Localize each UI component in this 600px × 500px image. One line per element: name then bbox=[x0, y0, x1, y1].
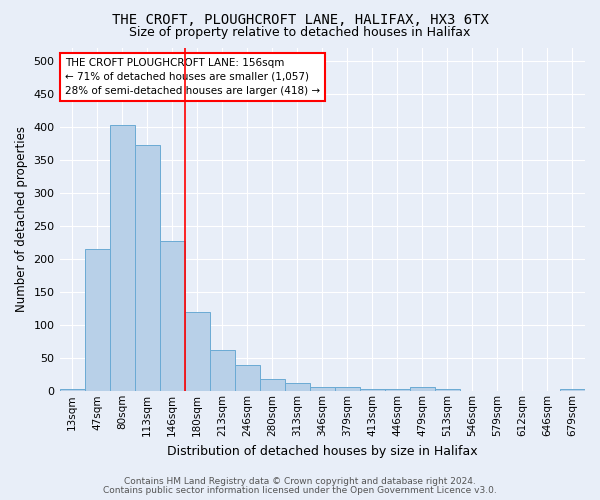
Bar bbox=[160, 240, 185, 392]
Bar bbox=[285, 382, 310, 392]
Bar bbox=[134, 144, 160, 392]
Text: Contains public sector information licensed under the Open Government Licence v3: Contains public sector information licen… bbox=[103, 486, 497, 495]
Bar bbox=[360, 388, 385, 392]
Bar bbox=[85, 249, 110, 392]
Text: Contains HM Land Registry data © Crown copyright and database right 2024.: Contains HM Land Registry data © Crown c… bbox=[124, 477, 476, 486]
Bar bbox=[385, 388, 410, 392]
Text: THE CROFT, PLOUGHCROFT LANE, HALIFAX, HX3 6TX: THE CROFT, PLOUGHCROFT LANE, HALIFAX, HX… bbox=[112, 12, 488, 26]
Text: THE CROFT PLOUGHCROFT LANE: 156sqm
← 71% of detached houses are smaller (1,057)
: THE CROFT PLOUGHCROFT LANE: 156sqm ← 71%… bbox=[65, 58, 320, 96]
Bar bbox=[560, 390, 585, 392]
Bar bbox=[59, 390, 85, 392]
Bar bbox=[235, 365, 260, 392]
Bar bbox=[260, 380, 285, 392]
Bar bbox=[310, 386, 335, 392]
Bar bbox=[435, 388, 460, 392]
Text: Size of property relative to detached houses in Halifax: Size of property relative to detached ho… bbox=[130, 26, 470, 39]
Bar bbox=[185, 312, 209, 392]
Bar bbox=[535, 390, 560, 392]
Bar bbox=[460, 390, 485, 392]
Bar bbox=[335, 386, 360, 392]
Bar bbox=[410, 388, 435, 392]
Bar bbox=[209, 350, 235, 392]
X-axis label: Distribution of detached houses by size in Halifax: Distribution of detached houses by size … bbox=[167, 444, 478, 458]
Y-axis label: Number of detached properties: Number of detached properties bbox=[15, 126, 28, 312]
Bar bbox=[110, 125, 134, 392]
